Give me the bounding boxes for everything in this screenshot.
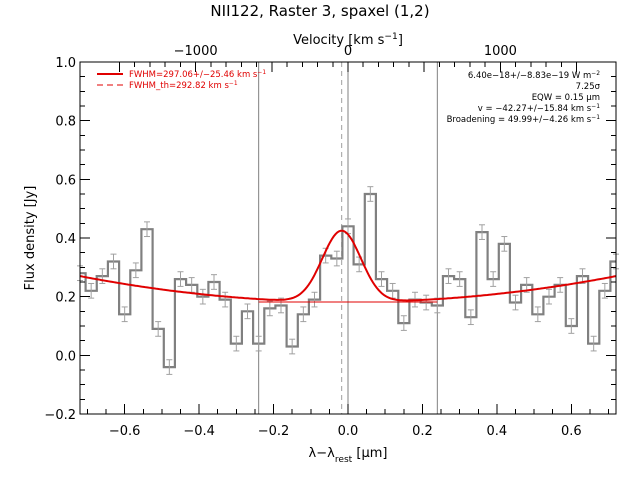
x-tick-label: −0.6 — [109, 424, 141, 439]
x-axis-label: λ−λrest [μm] — [309, 446, 388, 465]
annotation-text: 6.40e−18+/−8.83e−19 W m−2 — [468, 70, 600, 82]
fit-curve — [79, 229, 617, 302]
spectrum-series — [77, 186, 619, 375]
reference-lines — [258, 62, 438, 414]
y-axis-label: Flux density [Jy] — [23, 186, 38, 291]
y-tick-label: 0.0 — [55, 349, 76, 364]
fit-series — [79, 229, 617, 303]
legend-label: FWHM=297.06+/−25.46 km s−1 — [129, 69, 266, 81]
y-tick-label: 0.4 — [55, 232, 76, 247]
y-tick-label: 0.2 — [55, 291, 76, 306]
x-tick-label: 0.0 — [338, 424, 359, 439]
x-tick-label: 0.4 — [487, 424, 508, 439]
annotation-text: 7.25σ — [576, 82, 601, 92]
x-tick-label: 0.6 — [561, 424, 582, 439]
legend-label: FWHM_th=292.82 km s−1 — [129, 80, 238, 92]
top-x-tick-label: 1000 — [484, 44, 517, 59]
annotation-text: v = −42.27+/−15.84 km s−1 — [478, 103, 600, 115]
top-axis-label: Velocity [km s−1] — [293, 32, 403, 48]
annotation-text: Broadening = 49.99+/−4.26 km s−1 — [447, 114, 601, 126]
top-x-tick-label: 0 — [344, 44, 352, 59]
chart-title: NII122, Raster 3, spaxel (1,2) — [210, 2, 429, 20]
x-tick-label: 0.2 — [412, 424, 433, 439]
y-tick-label: 0.6 — [55, 173, 76, 188]
top-x-tick-label: −1000 — [174, 44, 218, 59]
legend: FWHM=297.06+/−25.46 km s−1FWHM_th=292.82… — [97, 69, 266, 92]
annotation-text: EQW = 0.15 μm — [532, 93, 600, 103]
y-tick-label: −0.2 — [44, 408, 76, 423]
y-tick-label: 1.0 — [55, 56, 76, 71]
axes: −0.6 −0.4 −0.2 0.0 0.2 0.4 0.6 −0.2 0.0 0.2 0.4 0.6… — [44, 44, 617, 439]
x-tick-label: −0.2 — [258, 424, 290, 439]
x-tick-label: −0.4 — [183, 424, 215, 439]
y-tick-label: 0.8 — [55, 115, 76, 130]
